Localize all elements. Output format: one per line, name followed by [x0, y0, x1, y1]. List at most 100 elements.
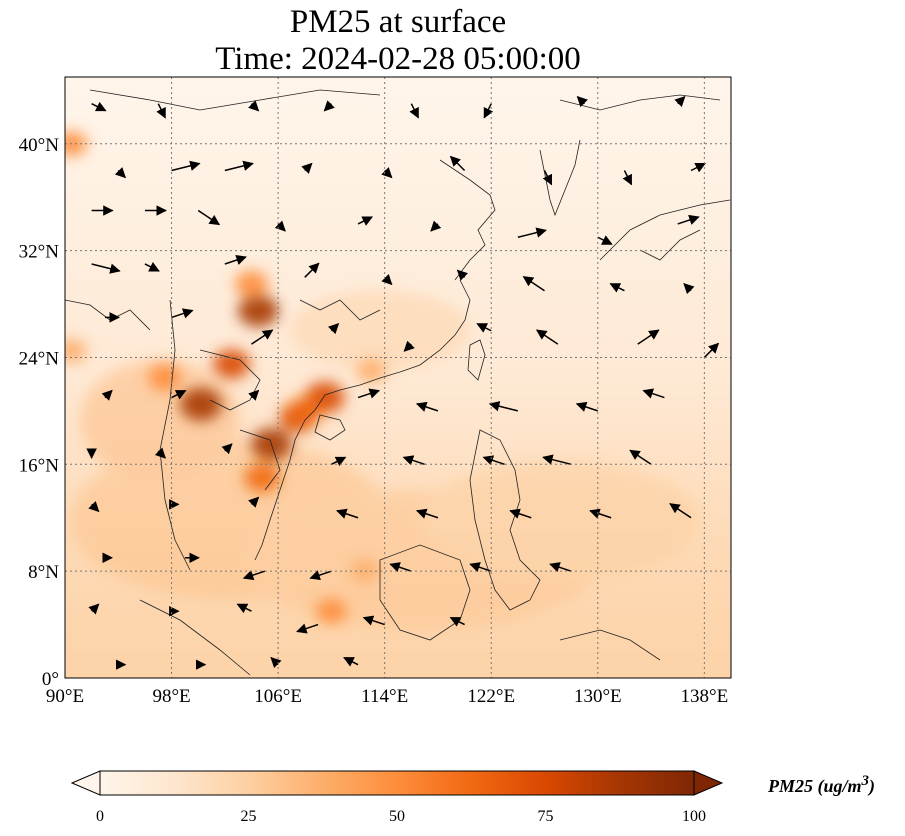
pm25-hotspot: [234, 270, 269, 298]
colorbar-title-superscript: 3: [861, 773, 870, 789]
x-tick-label: 130°E: [574, 686, 622, 707]
wind-arrow: [622, 170, 633, 186]
wind-arrow: [381, 273, 393, 286]
wind-arrow: [629, 449, 652, 465]
wind-arrow: [415, 508, 439, 519]
wind-arrow: [88, 500, 100, 513]
wind-arrow: [224, 160, 254, 172]
wind-arrow: [469, 562, 492, 573]
wind-arrow: [323, 100, 335, 112]
wind-arrow: [336, 508, 359, 519]
wind-arrow: [669, 503, 692, 519]
wind-arrow: [483, 103, 494, 119]
wind-arrow: [331, 456, 347, 467]
wind-arrow: [449, 155, 466, 172]
y-tick-label: 16°N: [19, 455, 60, 476]
wind-arrow: [549, 562, 572, 573]
colorbar-tick-label: 75: [538, 808, 554, 825]
colorbar-title-close: ): [869, 776, 876, 796]
pm25-hotspot: [287, 397, 322, 425]
wind-arrow: [389, 562, 412, 573]
wind-arrow: [309, 570, 332, 581]
wind-arrow: [248, 100, 260, 112]
wind-arrow: [522, 276, 545, 292]
wind-arrow: [677, 214, 700, 225]
wind-arrow: [703, 342, 720, 358]
wind-arrow: [114, 167, 127, 179]
wind-arrow: [91, 101, 107, 112]
wind-arrow: [236, 603, 252, 614]
wind-arrow: [415, 401, 439, 412]
y-tick-label: 24°N: [19, 348, 60, 369]
colorbar-title: PM25 (ug/m3): [768, 773, 875, 797]
wind-arrow: [517, 227, 547, 238]
wind-arrow: [409, 103, 419, 119]
map-subtitle-time: Time: 2024-02-28 05:00:00: [215, 41, 581, 77]
map-figure: 90°E 98°E 106°E 114°E 122°E 130°E 138°E 0° 8°N 1…: [19, 76, 732, 707]
x-tick-label: 114°E: [361, 686, 408, 707]
wind-arrow: [88, 603, 100, 615]
wind-arrow: [101, 389, 113, 401]
wind-arrow: [637, 329, 660, 345]
wind-arrow: [248, 389, 260, 401]
x-tick-label: 138°E: [681, 686, 729, 707]
wind-arrow: [171, 308, 194, 319]
x-tick-label: 106°E: [254, 686, 302, 707]
wind-arrow: [482, 455, 505, 466]
wind-arrow: [575, 401, 599, 412]
wind-arrow: [576, 95, 588, 108]
x-tick-label: 122°E: [467, 686, 515, 707]
wind-vectors: [86, 95, 720, 670]
plot-area: [65, 77, 731, 678]
wind-arrow: [402, 455, 425, 466]
pm25-hotspot: [350, 559, 379, 583]
wind-arrow: [224, 254, 247, 265]
colorbar: 0 25 50 75 100: [70, 770, 724, 825]
colorbar-tick-label: 100: [682, 808, 706, 825]
wind-arrow: [488, 401, 519, 412]
pm25-hotspot: [65, 338, 87, 363]
pm25-hotspot: [316, 598, 347, 624]
wind-arrow: [535, 329, 559, 345]
wind-arrow: [589, 508, 612, 519]
wind-arrow: [270, 656, 282, 669]
colorbar-tick-label: 25: [241, 808, 257, 825]
wind-arrow: [509, 508, 532, 519]
wind-arrow: [597, 235, 613, 245]
wind-arrow: [248, 496, 260, 508]
wind-arrow: [343, 656, 359, 667]
colorbar-extend-max: [693, 770, 724, 796]
wind-arrow: [609, 283, 625, 293]
colorbar-tick-label: 50: [389, 808, 405, 825]
wind-arrow: [242, 570, 266, 581]
wind-arrow: [301, 162, 313, 174]
wind-arrow: [357, 216, 373, 226]
wind-arrow: [296, 623, 319, 634]
wind-arrow: [674, 95, 686, 108]
wind-arrow: [542, 170, 553, 186]
wind-arrow: [542, 454, 572, 466]
map-title: PM25 at surface: [289, 4, 507, 40]
wind-arrow: [221, 443, 233, 455]
wind-arrow: [171, 389, 187, 400]
wind-arrow: [154, 447, 166, 459]
wind-arrow: [251, 329, 274, 345]
wind-arrow: [642, 388, 665, 399]
wind-arrow: [403, 340, 415, 352]
x-tick-label: 90°E: [46, 686, 84, 707]
pm25-hotspot: [148, 364, 182, 391]
x-tick-label: 98°E: [152, 686, 190, 707]
wind-arrow: [156, 103, 166, 119]
wind-arrow: [430, 220, 442, 232]
wind-arrow: [357, 388, 381, 399]
longitude-tick-labels: 90°E 98°E 106°E 114°E 122°E 130°E 138°E: [46, 686, 728, 707]
wind-arrow: [328, 323, 340, 335]
y-tick-label: 0°: [42, 669, 59, 690]
map-gridlines: [65, 77, 731, 678]
colorbar-title-text: PM25 (ug/m: [768, 776, 862, 796]
colorbar-bar: [99, 770, 695, 796]
y-tick-label: 40°N: [19, 135, 60, 156]
pm25-hotspot: [356, 358, 387, 383]
pm25-hotspot: [180, 387, 222, 421]
wind-arrow: [362, 615, 385, 626]
